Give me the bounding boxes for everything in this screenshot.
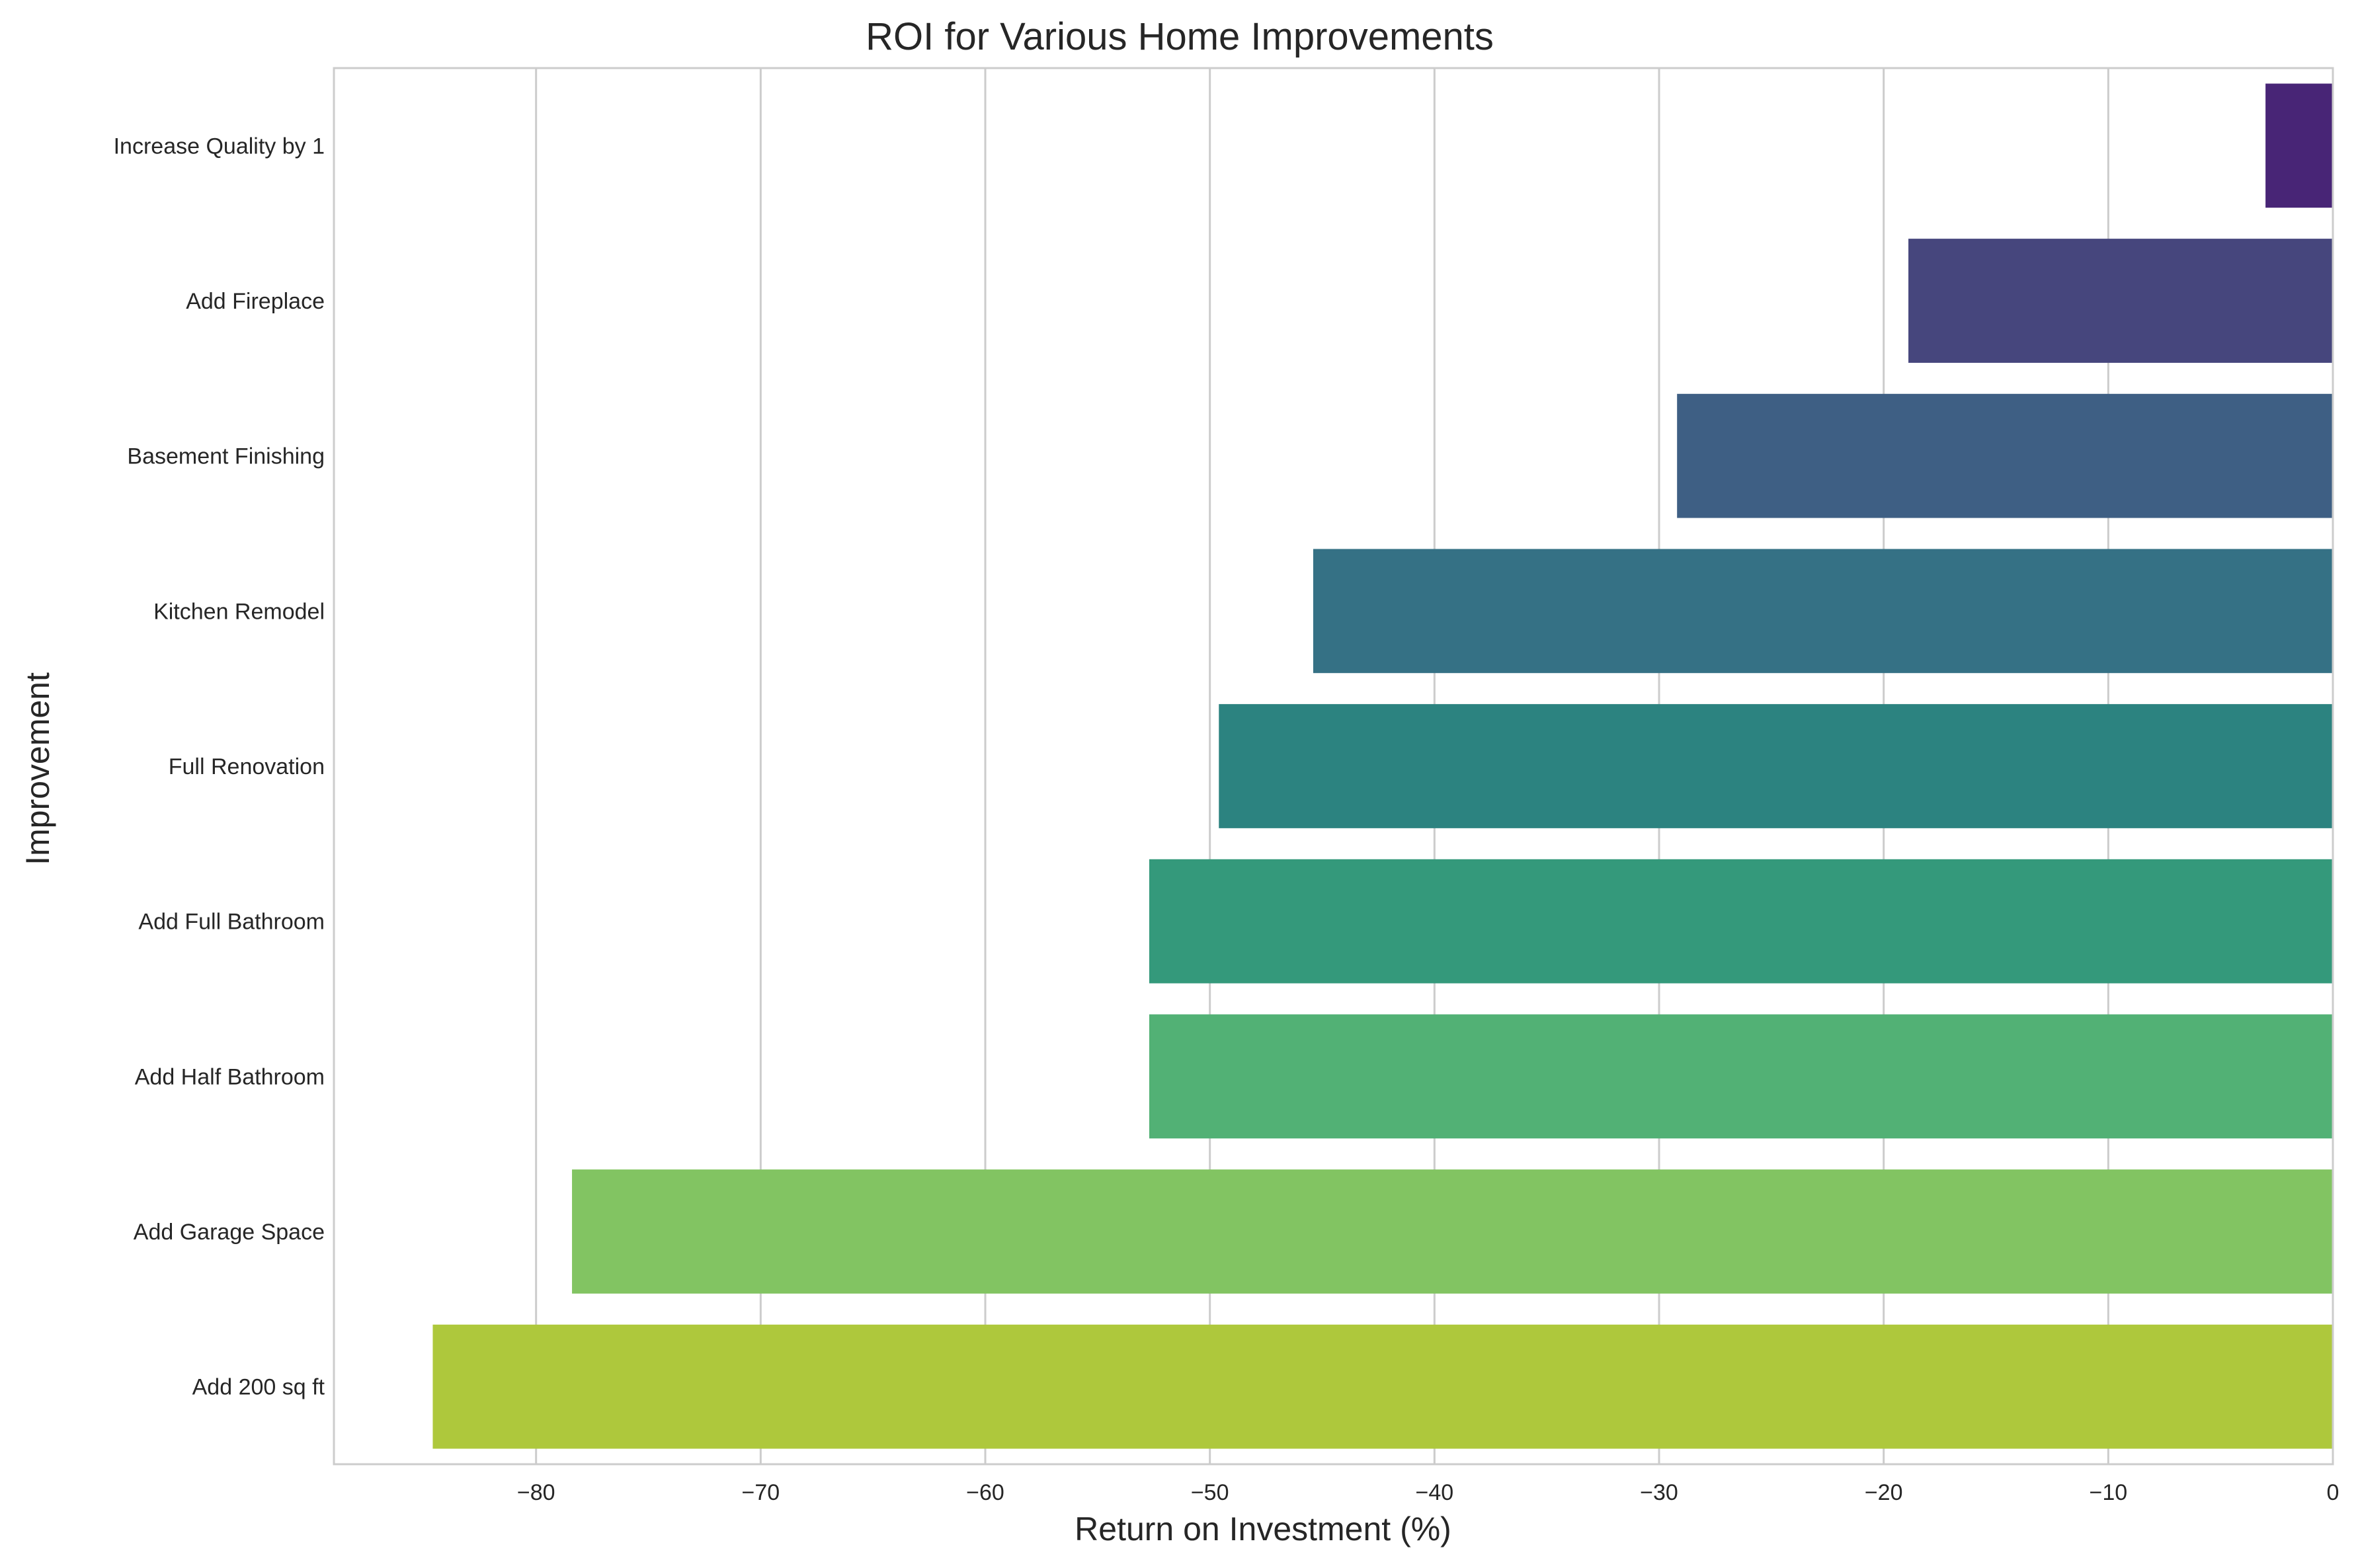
y-tick-label: Increase Quality by 1 xyxy=(114,134,325,159)
x-tick-label: −80 xyxy=(517,1480,555,1505)
y-tick-label: Add Full Bathroom xyxy=(138,910,325,935)
y-tick-label: Add Fireplace xyxy=(186,289,325,314)
x-tick-label: −60 xyxy=(966,1480,1004,1505)
bar-increase-quality-by-1 xyxy=(2265,83,2333,208)
y-tick-label: Kitchen Remodel xyxy=(153,599,325,624)
x-tick-labels: −80 −70 −60 −50 −40 −30 −20 −10 0 xyxy=(517,1480,2340,1505)
y-tick-label: Full Renovation xyxy=(169,754,325,779)
bar-add-half-bathroom xyxy=(1149,1014,2333,1139)
bar-kitchen-remodel xyxy=(1313,549,2333,674)
bar-add-fireplace xyxy=(1908,239,2333,363)
bar-add-full-bathroom xyxy=(1149,859,2333,984)
x-tick-label: −40 xyxy=(1416,1480,1454,1505)
x-tick-label: −20 xyxy=(1865,1480,1903,1505)
chart-title: ROI for Various Home Improvements xyxy=(866,15,1494,58)
bar-add-200-sq-ft xyxy=(432,1324,2333,1449)
x-tick-label: −30 xyxy=(1640,1480,1678,1505)
plot-frame xyxy=(333,67,2334,1466)
bar-add-garage-space xyxy=(572,1169,2333,1294)
y-tick-label: Add Half Bathroom xyxy=(135,1064,325,1089)
bar-basement-finishing xyxy=(1677,393,2333,518)
y-tick-label: Add Garage Space xyxy=(134,1220,325,1245)
x-tick-label: −50 xyxy=(1191,1480,1229,1505)
x-tick-label: −10 xyxy=(2089,1480,2127,1505)
bar-full-renovation xyxy=(1219,704,2333,828)
x-tick-label: −70 xyxy=(742,1480,780,1505)
y-tick-labels: Increase Quality by 1 Add Fireplace Baseme… xyxy=(114,134,325,1399)
x-tick-label: 0 xyxy=(2327,1480,2340,1505)
bars xyxy=(432,83,2333,1449)
y-axis-title: Improvement xyxy=(19,672,56,865)
x-axis-title: Return on Investment (%) xyxy=(1075,1510,1451,1548)
y-tick-label: Basement Finishing xyxy=(127,444,325,469)
y-tick-label: Add 200 sq ft xyxy=(192,1375,325,1400)
